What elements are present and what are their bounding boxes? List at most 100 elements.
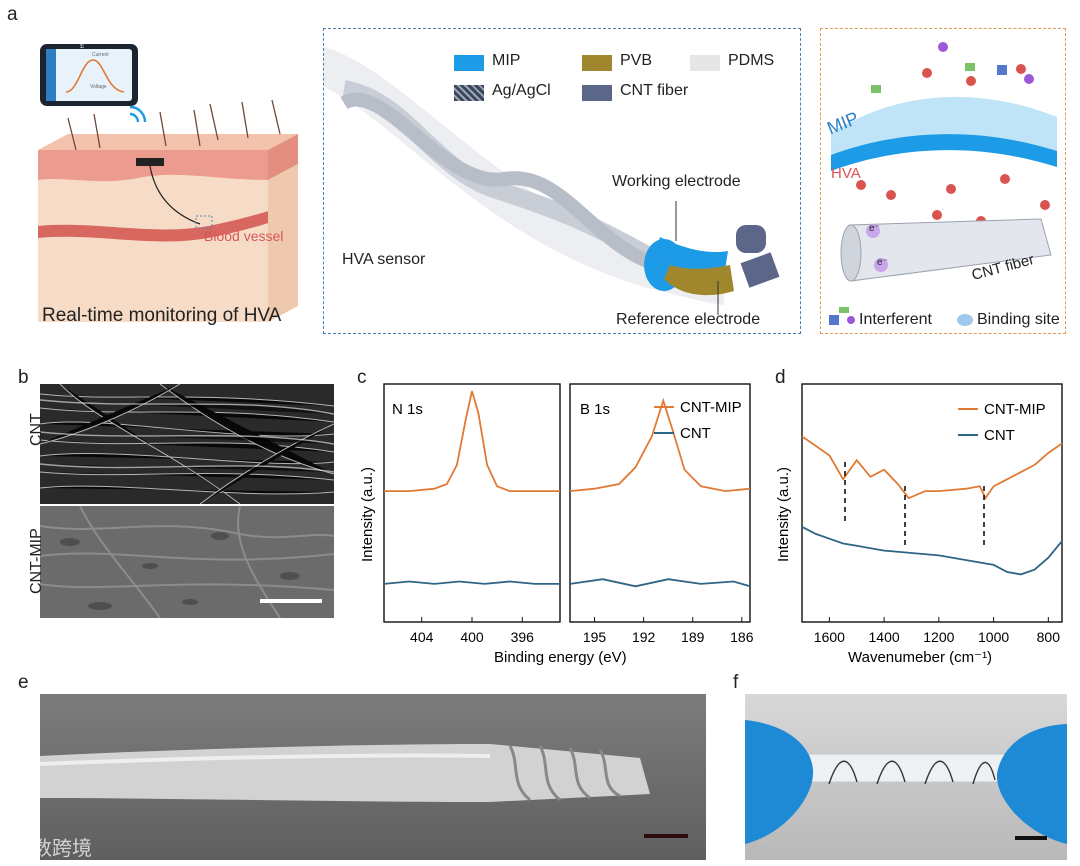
- panel-d-chart: 1600 1400 1200 1000 800 CNT-MIP CNT Wavenume…: [775, 383, 1063, 666]
- legend-d-label-cnt-mip: CNT-MIP: [984, 401, 1046, 418]
- patch-sensor: [136, 158, 164, 166]
- legend-c-label-cnt: CNT: [680, 425, 711, 442]
- n1s-title: N 1s: [392, 401, 423, 418]
- interferent-molecules: [871, 42, 1034, 93]
- ftir-series: [801, 435, 1063, 576]
- phone-xlabel: Voltage: [90, 84, 107, 90]
- fiber-texture: [40, 744, 688, 838]
- ftir-line-cnt: [801, 526, 1063, 576]
- cnt-mip-texture: [40, 506, 334, 618]
- n1s-tick-label-404: 404: [410, 629, 434, 645]
- b1s-line-cnt: [569, 578, 751, 588]
- panel-d-ticks: 1600 1400 1200 1000 800: [814, 617, 1060, 645]
- helical-fiber: [828, 760, 996, 785]
- panel-label-e: e: [18, 672, 29, 693]
- ftir-tick-label-1400: 1400: [869, 629, 900, 645]
- legend-d-label-cnt: CNT: [984, 427, 1015, 444]
- n1s-frame: [383, 383, 561, 623]
- b1s-tick-label-189: 189: [681, 629, 705, 645]
- fiber-twists: [508, 745, 621, 802]
- legend-label-pdms: PDMS: [728, 52, 775, 69]
- row-label-cnt-mip: CNT-MIP: [28, 528, 45, 594]
- watermark: 大数跨境: [40, 838, 92, 860]
- ftir-tick-label-1000: 1000: [978, 629, 1009, 645]
- electron-dot-2: [874, 258, 888, 272]
- legend-binding-icon: [957, 314, 973, 326]
- electron-label-1: e⁻: [869, 223, 880, 234]
- sem-fiber-image: 大数跨境: [40, 694, 706, 860]
- panel-d-ylabel: Intensity (a.u.): [775, 467, 792, 562]
- phone-ylabel: Current: [92, 52, 109, 58]
- panel-label-c: c: [357, 367, 367, 388]
- b1s-frame: [569, 383, 751, 623]
- epidermis-side: [268, 134, 298, 180]
- legend-swatch-agagcl: [454, 85, 484, 101]
- b1s-series: [569, 397, 751, 588]
- panel-a-right: MIP HVA e⁻ e⁻ CNT fiber Interferent Bind…: [820, 28, 1066, 334]
- ftir-frame: [801, 383, 1063, 623]
- vessel-shape: [38, 202, 298, 242]
- scale-bar-b: [260, 599, 322, 603]
- ftir-tick-label-1200: 1200: [923, 629, 954, 645]
- ftir-line-cnt-mip: [801, 435, 1063, 501]
- panel-label-d: d: [775, 367, 786, 388]
- phone-title: HVA sensing: [80, 19, 86, 48]
- mip-base: [831, 134, 1057, 171]
- sem-cnt-image: [40, 384, 334, 504]
- legend-label-pvb: PVB: [620, 52, 653, 69]
- electron-label-2: e⁻: [877, 257, 888, 268]
- hva-label: HVA: [831, 165, 861, 182]
- glove-right: [996, 724, 1067, 844]
- hva-sensor-label: HVA sensor: [342, 251, 426, 268]
- legend-interferent-icon: [829, 315, 839, 325]
- legend-a-middle: MIP PVB PDMS Ag/AgCl CNT fiber: [454, 51, 794, 109]
- panel-c-ylabel: Intensity (a.u.): [359, 467, 376, 562]
- cnt-fiber-end: [736, 225, 766, 253]
- legend-swatch-cnt-fiber: [582, 85, 612, 101]
- interferent-label: Interferent: [859, 311, 932, 328]
- cnt-fibers-texture: [40, 384, 334, 504]
- legend-interferent-bar: [839, 307, 849, 313]
- cnt-fiber-end-face: [840, 224, 862, 282]
- panel-a-middle: MIP PVB PDMS Ag/AgCl CNT fiber HVA senso…: [323, 28, 801, 334]
- panel-label-f: f: [733, 672, 739, 693]
- pvb-cylinder: [664, 265, 734, 296]
- legend-swatch-pdms: [690, 55, 720, 71]
- reference-fiber-end: [740, 252, 780, 288]
- b1s-tick-label-186: 186: [730, 629, 754, 645]
- scale-bar-f: [1015, 836, 1047, 840]
- ftir-tick-label-800: 800: [1037, 629, 1061, 645]
- legend-label-cnt-fiber: CNT fiber: [620, 82, 689, 99]
- sensor-wire: [149, 165, 201, 225]
- pdms-tube: [324, 47, 724, 305]
- n1s-line-cnt: [383, 580, 560, 585]
- phone-screen: [46, 49, 132, 101]
- phone-curve: [65, 59, 125, 93]
- panel-label-b: b: [18, 367, 29, 388]
- photo-fiber-tube: [745, 694, 1067, 860]
- b1s-line-cnt-mip: [569, 397, 751, 493]
- n1s-tick-label-400: 400: [460, 629, 484, 645]
- panel-d-xlabel: Wavenumeber (cm⁻¹): [848, 649, 992, 666]
- mip-cylinder: [654, 237, 728, 278]
- panel-a-left: HVA sensing Current Voltage Blood vessel…: [18, 20, 318, 340]
- legend-c-label-cnt-mip: CNT-MIP: [680, 399, 742, 416]
- glove-left: [745, 720, 814, 844]
- sensor-illustration: [324, 47, 780, 315]
- pdms-tube-photo: [794, 753, 1016, 783]
- n1s-tick-label-396: 396: [511, 629, 535, 645]
- hairs: [67, 99, 281, 151]
- row-label-cnt: CNT: [28, 413, 45, 446]
- panel-c-xlabel: Binding energy (eV): [494, 649, 627, 666]
- legend-interferent-dot: [847, 316, 855, 324]
- panel-c-chart: 404 400 396 195 192 189 186 N 1s B 1s CNT-MIP …: [359, 383, 754, 666]
- fiber-highlight: [40, 753, 491, 766]
- legend-swatch-mip: [454, 55, 484, 71]
- peak-markers: [844, 462, 985, 546]
- panel-label-a: a: [7, 4, 18, 25]
- skin-illustration: [38, 44, 298, 322]
- mip-illustration: [829, 42, 1057, 326]
- b1s-tick-label-192: 192: [632, 629, 656, 645]
- n1s-line-cnt-mip: [384, 390, 560, 492]
- fiber-body: [40, 744, 650, 802]
